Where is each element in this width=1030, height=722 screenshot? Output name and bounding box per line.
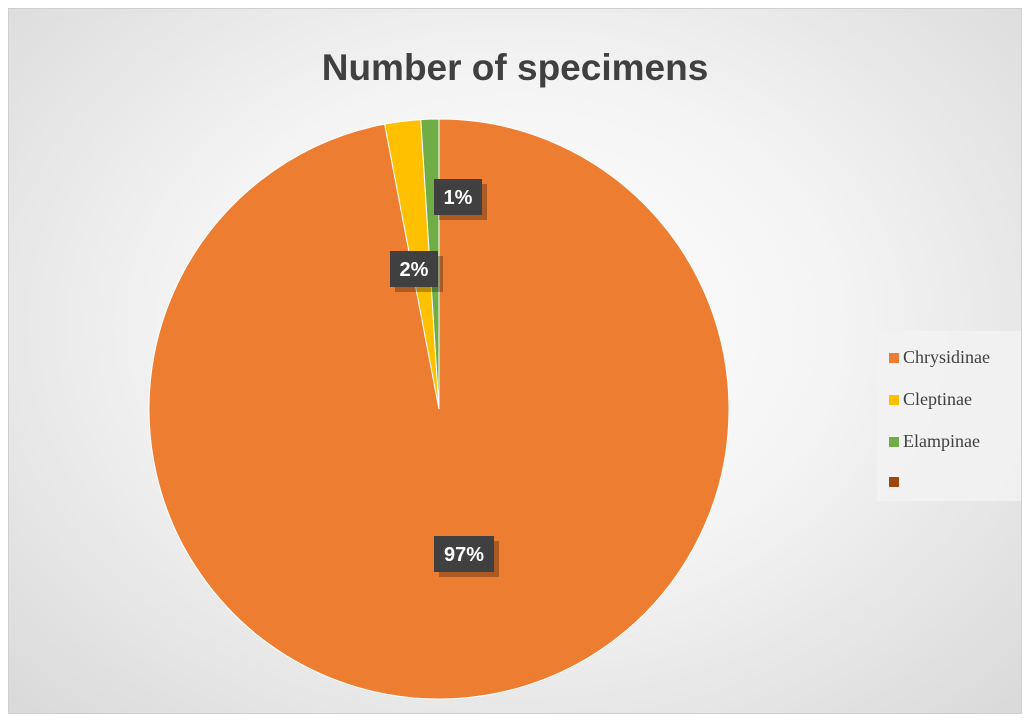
legend-item-cleptinae: Cleptinae [889, 388, 972, 410]
legend-item-unnamed [889, 470, 903, 492]
svg-text:1%: 1% [444, 187, 473, 209]
legend-label: Elampinae [903, 431, 980, 451]
legend-label: Cleptinae [903, 389, 972, 409]
legend-swatch [889, 352, 899, 363]
legend-item-chrysidinae: Chrysidinae [889, 346, 990, 368]
data-label: 2% [390, 251, 443, 292]
svg-text:2%: 2% [400, 259, 429, 281]
data-label: 97% [434, 536, 499, 577]
svg-text:97%: 97% [444, 544, 484, 566]
chart-title: Number of specimens [321, 47, 709, 88]
legend-swatch [889, 436, 899, 447]
legend-swatch [889, 476, 899, 487]
legend: Chrysidinae Cleptinae Elampinae [877, 331, 1021, 501]
pie-chart: 97% 2% 1% [148, 118, 730, 700]
chart-area: Number of specimens 97% 2% 1% Chrysidinae … [8, 8, 1022, 714]
legend-item-elampinae: Elampinae [889, 430, 980, 452]
data-label: 1% [434, 179, 487, 220]
legend-label: Chrysidinae [903, 347, 990, 367]
legend-swatch [889, 394, 899, 405]
